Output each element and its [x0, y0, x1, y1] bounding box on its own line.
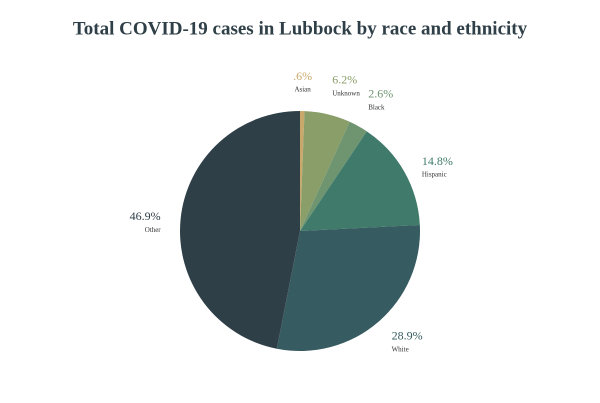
value-label: 46.9% — [130, 209, 161, 223]
pie-slice — [276, 224, 421, 352]
category-label: White — [392, 345, 409, 353]
category-label: Black — [368, 103, 385, 111]
value-label: 6.2% — [332, 73, 357, 87]
category-label: Unknown — [332, 89, 360, 97]
pie-slice — [300, 121, 367, 231]
pie-slice — [179, 111, 300, 349]
value-label: 14.8% — [422, 154, 453, 168]
value-label: 28.9% — [392, 329, 423, 343]
pie-slice — [300, 111, 350, 231]
pie-slice — [300, 131, 420, 231]
category-label: Other — [145, 226, 162, 234]
category-label: Hispanic — [422, 171, 447, 179]
pie-slice — [300, 111, 305, 231]
chart-title: Total COVID-19 cases in Lubbock by race … — [73, 18, 528, 39]
value-label: .6% — [293, 69, 312, 83]
category-label: Asian — [294, 86, 311, 94]
value-label: 2.6% — [368, 86, 393, 100]
